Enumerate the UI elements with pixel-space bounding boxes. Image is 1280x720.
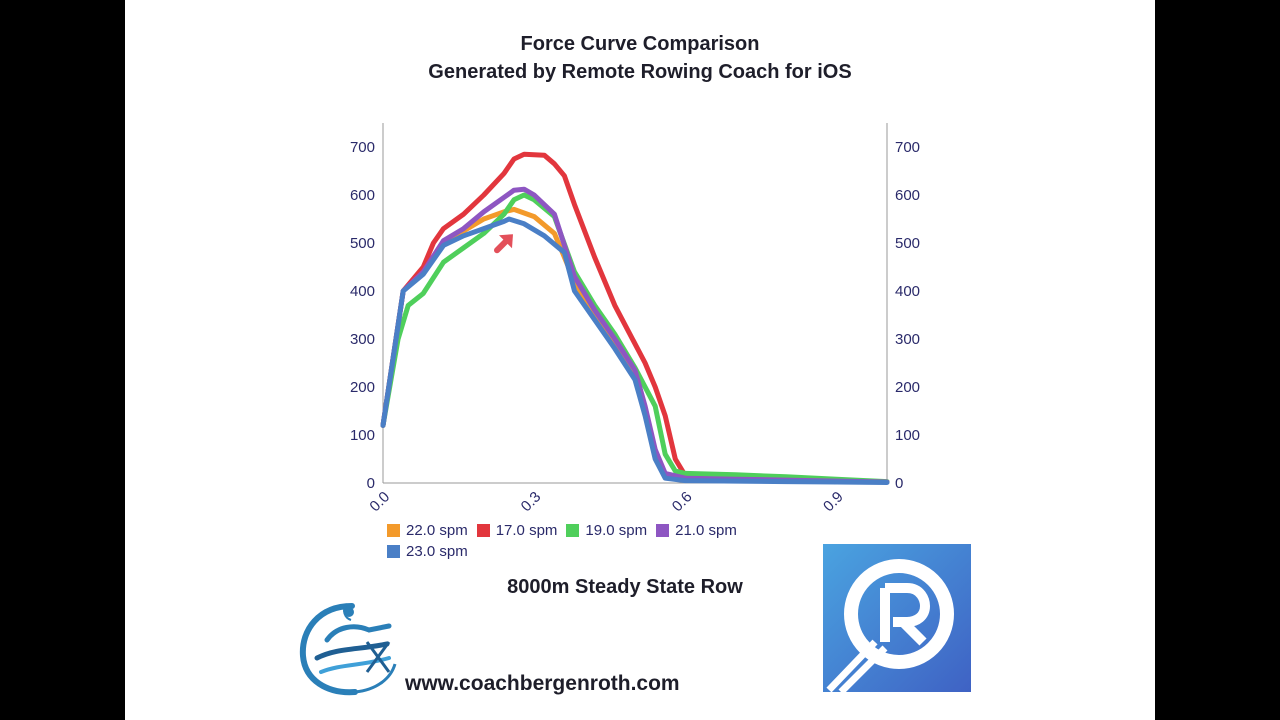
y-tick-label-right: 400	[895, 283, 920, 300]
legend-label: 22.0 spm	[406, 522, 468, 539]
y-tick-label-right: 100	[895, 427, 920, 444]
chart-legend: 22.0 spm 17.0 spm 19.0 spm 21.0 spm 23.0 spm	[387, 521, 787, 563]
series-line-17-0-spm	[380, 151, 890, 485]
app-logo-icon	[823, 544, 971, 692]
x-tick-label: 0.9	[820, 488, 847, 515]
y-tick-label-right: 300	[895, 331, 920, 348]
legend-swatch	[387, 545, 400, 558]
x-tick-label: 0.3	[518, 488, 545, 515]
y-tick-label-right: 600	[895, 187, 920, 204]
y-tick-label-left: 600	[350, 187, 375, 204]
y-tick-label-right: 200	[895, 379, 920, 396]
legend-swatch	[656, 524, 670, 537]
chart-title: Force Curve Comparison	[520, 33, 760, 55]
legend-item: 17.0 spm	[476, 521, 558, 540]
legend-label: 19.0 spm	[585, 522, 648, 539]
legend-swatch	[387, 524, 400, 537]
y-tick-label-left: 500	[350, 235, 375, 252]
legend-item: 21.0 spm	[656, 521, 737, 540]
legend-label: 23.0 spm	[406, 543, 468, 560]
series-line-23-0-spm	[380, 216, 890, 485]
highlight-arrow-icon	[494, 234, 513, 254]
legend-item: 23.0 spm	[387, 542, 468, 561]
legend-item: 22.0 spm	[387, 521, 468, 540]
force-curve-chart: 0 0 100 100 200 200 300 300 400 400 500 500 600 600 70…	[350, 123, 920, 515]
workout-label: 8000m Steady State Row	[507, 576, 743, 598]
slide-page: Force Curve Comparison Generated by Remo…	[125, 0, 1155, 720]
legend-swatch	[566, 524, 580, 537]
chart-series-lines	[380, 151, 890, 485]
x-tick-label: 0.6	[669, 488, 696, 515]
chart-axes: 0 0 100 100 200 200 300 300 400 400 500 500 600 600 70…	[350, 123, 920, 515]
series-line-21-0-spm	[380, 186, 890, 485]
chart-subtitle: Generated by Remote Rowing Coach for iOS	[428, 61, 852, 83]
y-tick-label-right: 0	[895, 475, 903, 492]
y-tick-label-left: 700	[350, 139, 375, 156]
legend-swatch	[476, 524, 490, 537]
legend-label: 17.0 spm	[495, 522, 558, 539]
legend-label: 21.0 spm	[675, 522, 737, 539]
y-tick-label-left: 100	[350, 427, 375, 444]
y-tick-label-left: 400	[350, 283, 375, 300]
x-tick-label: 0.0	[366, 488, 393, 515]
y-tick-label-left: 200	[350, 379, 375, 396]
y-tick-label-left: 300	[350, 331, 375, 348]
website-url: www.coachbergenroth.com	[405, 672, 680, 695]
y-tick-label-left: 0	[367, 475, 375, 492]
y-tick-label-right: 700	[895, 139, 920, 156]
legend-item: 19.0 spm	[566, 521, 647, 540]
y-tick-label-right: 500	[895, 235, 920, 252]
rower-logo-icon	[299, 603, 397, 696]
